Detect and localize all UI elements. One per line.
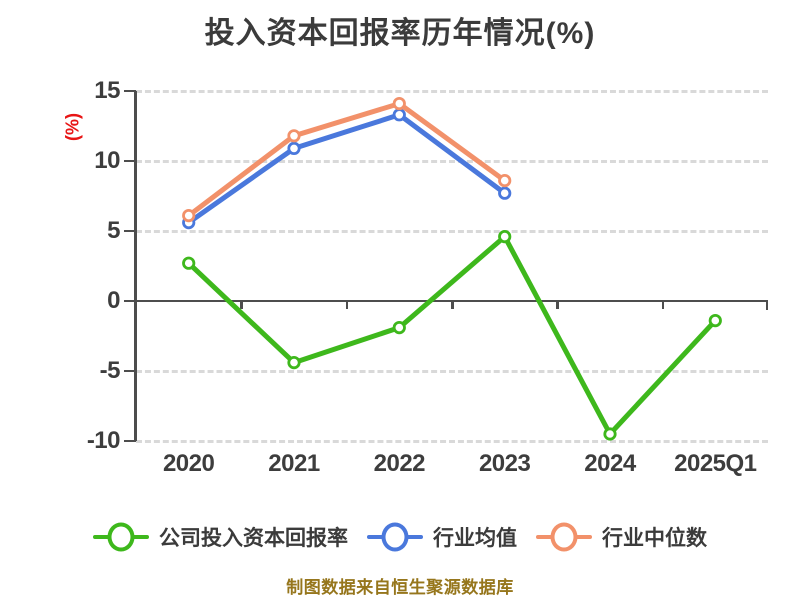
x-tick-label: 2023 — [478, 450, 531, 477]
data-point-company-roic-2024 — [603, 427, 617, 441]
chart-title: 投入资本回报率历年情况(%) — [204, 17, 596, 50]
data-point-company-roic-2021 — [287, 355, 301, 370]
legend: 公司投入资本回报率 行业均值 行业中位数 — [0, 520, 800, 554]
legend-label-company-roic: 公司投入资本回报率 — [159, 527, 348, 550]
data-point-industry-median-2020 — [182, 209, 196, 223]
legend-line-company-roic — [93, 522, 149, 552]
y-tick-label: 15 — [94, 77, 120, 104]
x-axis-boundary-tick — [240, 301, 243, 309]
series-line-industry-mean — [186, 112, 508, 226]
data-point-industry-mean-2021 — [287, 141, 301, 155]
data-point-company-roic-2025Q1 — [708, 313, 722, 328]
y-axis-tick — [124, 369, 136, 373]
legend-label-industry-mean: 行业均值 — [433, 527, 517, 550]
grid-line-y--5 — [136, 369, 768, 373]
y-tick-label: 10 — [94, 147, 120, 174]
source-note: 制图数据来自恒生聚源数据库 — [286, 578, 514, 597]
legend-line-industry-median — [536, 522, 592, 552]
legend-item-industry-median: 行业中位数 — [536, 522, 707, 552]
legend-marker-company-roic — [107, 522, 135, 552]
data-point-company-roic-2023 — [498, 230, 512, 244]
y-axis-tick — [124, 299, 136, 303]
x-tick-label: 2024 — [584, 450, 636, 477]
x-tick-label: 2022 — [373, 450, 426, 477]
legend-label-industry-median: 行业中位数 — [602, 527, 707, 550]
data-point-industry-median-2023 — [498, 174, 512, 188]
legend-item-industry-mean: 行业均值 — [367, 522, 517, 552]
legend-marker-industry-median — [550, 522, 578, 552]
x-tick-label: 2025Q1 — [674, 450, 757, 477]
x-tick-label: 2020 — [162, 450, 215, 477]
data-point-industry-median-2022 — [392, 97, 406, 111]
x-axis-boundary-tick — [451, 301, 454, 309]
legend-marker-industry-mean — [381, 522, 409, 552]
grid-line-y-15 — [136, 89, 768, 93]
y-tick-label: 5 — [107, 217, 120, 244]
legend-line-industry-mean — [367, 522, 423, 552]
y-tick-label: 0 — [107, 287, 120, 314]
y-axis-tick — [124, 159, 136, 163]
y-axis-spine — [134, 91, 137, 441]
y-tick-label: -5 — [99, 357, 121, 384]
x-axis-boundary-tick — [765, 301, 768, 310]
data-point-company-roic-2020 — [182, 256, 196, 270]
x-tick-label: 2021 — [268, 450, 320, 477]
series-line-industry-median — [186, 101, 508, 219]
x-axis-boundary-tick — [556, 301, 559, 309]
data-point-industry-mean-2023 — [498, 186, 512, 200]
legend-item-company-roic: 公司投入资本回报率 — [93, 522, 348, 552]
grid-line-y-5 — [136, 229, 768, 233]
data-point-company-roic-2022 — [392, 320, 406, 335]
x-axis-boundary-tick — [345, 301, 349, 309]
y-axis-tick — [124, 89, 136, 93]
data-point-industry-mean-2022 — [392, 108, 406, 122]
x-axis-boundary-tick — [661, 301, 665, 309]
y-axis-tick — [124, 439, 136, 443]
data-point-industry-median-2021 — [287, 129, 301, 143]
y-tick-label: -10 — [86, 427, 121, 454]
series-line-company-roic — [186, 234, 718, 437]
y-axis-tick — [124, 229, 136, 233]
grid-line-y--10 — [136, 439, 768, 443]
grid-line-y-10 — [136, 159, 768, 163]
